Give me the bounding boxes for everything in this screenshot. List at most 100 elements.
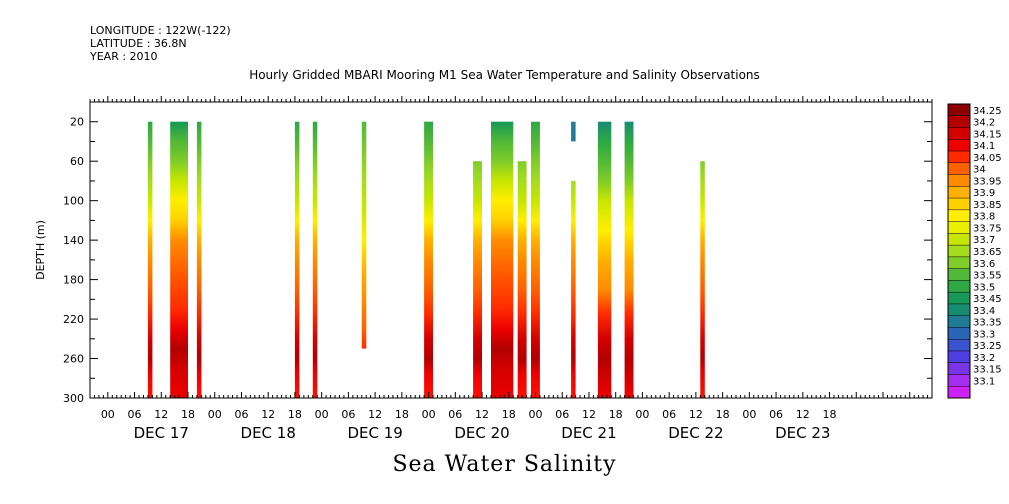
x-tick-label-21: 06 xyxy=(662,408,676,421)
x-tick-label-6: 12 xyxy=(261,408,275,421)
colorbar-swatch-18 xyxy=(948,315,970,328)
x-tick-label-12: 00 xyxy=(422,408,436,421)
colorbar-swatch-16 xyxy=(948,292,970,305)
data-column-1 xyxy=(170,121,188,398)
colorbar-swatch-15 xyxy=(948,280,970,293)
x-tick-label-15: 18 xyxy=(502,408,516,421)
colorbar-swatch-0 xyxy=(948,104,970,117)
colorbar-swatch-3 xyxy=(948,139,970,152)
colorbar-swatch-10 xyxy=(948,221,970,234)
colorbar-label-13: 33.6 xyxy=(973,259,995,270)
colorbar-label-5: 34 xyxy=(973,165,986,176)
colorbar-swatch-5 xyxy=(948,162,970,175)
x-tick-label-26: 12 xyxy=(796,408,810,421)
x-tick-label-25: 06 xyxy=(769,408,783,421)
year-label: YEAR : 2010 xyxy=(90,50,158,63)
colorbar-label-0: 34.25 xyxy=(973,106,1002,117)
colorbar-swatch-13 xyxy=(948,256,970,269)
colorbar-label-2: 34.15 xyxy=(973,129,1002,140)
colorbar-label-10: 33.75 xyxy=(973,224,1002,235)
x-day-label-0: DEC 17 xyxy=(134,424,189,442)
colorbar-swatch-22 xyxy=(948,362,970,375)
colorbar-swatch-23 xyxy=(948,374,970,387)
x-day-label-5: DEC 22 xyxy=(668,424,723,442)
x-tick-label-11: 18 xyxy=(395,408,409,421)
x-tick-label-2: 12 xyxy=(154,408,168,421)
colorbar-label-4: 34.05 xyxy=(973,153,1002,164)
colorbar-label-6: 33.95 xyxy=(973,176,1002,187)
colorbar-frame xyxy=(947,103,971,399)
colorbar-label-18: 33.35 xyxy=(973,318,1002,329)
latitude-label: LATITUDE : 36.8N xyxy=(90,37,187,50)
longitude-label: LONGITUDE : 122W(-122) xyxy=(90,24,231,37)
y-axis-label: DEPTH (m) xyxy=(34,220,47,280)
x-day-label-6: DEC 23 xyxy=(775,424,830,442)
y-tick-label-60: 60 xyxy=(70,155,84,168)
x-day-label-3: DEC 20 xyxy=(454,424,509,442)
colorbar-label-14: 33.55 xyxy=(973,271,1002,282)
colorbar-label-17: 33.4 xyxy=(973,306,995,317)
y-tick-label-220: 220 xyxy=(63,313,84,326)
colorbar-swatch-2 xyxy=(948,127,970,140)
y-tick-label-140: 140 xyxy=(63,234,84,247)
x-tick-label-10: 12 xyxy=(368,408,382,421)
x-tick-label-19: 18 xyxy=(609,408,623,421)
colorbar-swatch-7 xyxy=(948,186,970,199)
colorbar-swatch-4 xyxy=(948,151,970,164)
x-tick-label-24: 00 xyxy=(742,408,756,421)
colorbar-label-23: 33.1 xyxy=(973,376,995,387)
y-tick-label-180: 180 xyxy=(63,274,84,287)
data-column-8 xyxy=(491,121,514,398)
x-tick-label-7: 18 xyxy=(288,408,302,421)
x-tick-label-16: 00 xyxy=(529,408,543,421)
x-tick-label-17: 06 xyxy=(555,408,569,421)
x-tick-label-20: 00 xyxy=(635,408,649,421)
data-column-4 xyxy=(312,121,318,398)
colorbar-swatch-14 xyxy=(948,268,970,281)
colorbar-label-19: 33.3 xyxy=(973,329,995,340)
colorbar-label-1: 34.2 xyxy=(973,118,995,129)
x-day-label-1: DEC 18 xyxy=(241,424,296,442)
x-tick-label-18: 12 xyxy=(582,408,596,421)
colorbar-swatch-11 xyxy=(948,233,970,246)
colorbar-label-8: 33.85 xyxy=(973,200,1002,211)
plot-frame xyxy=(89,101,933,399)
data-column-9 xyxy=(517,161,527,398)
data-column-11 xyxy=(571,121,576,142)
data-column-15 xyxy=(700,161,705,398)
x-tick-label-13: 06 xyxy=(448,408,462,421)
data-column-14 xyxy=(624,121,634,398)
data-column-5 xyxy=(361,121,367,349)
y-tick-label-100: 100 xyxy=(63,195,84,208)
x-tick-label-0: 00 xyxy=(101,408,115,421)
x-tick-label-9: 06 xyxy=(341,408,355,421)
data-column-13 xyxy=(597,121,612,398)
data-column-7 xyxy=(473,161,482,398)
colorbar-label-9: 33.8 xyxy=(973,212,995,223)
x-tick-label-1: 06 xyxy=(128,408,142,421)
colorbar-label-12: 33.65 xyxy=(973,247,1002,258)
colorbar-swatch-20 xyxy=(948,339,970,352)
data-column-10 xyxy=(531,121,540,398)
colorbar-label-11: 33.7 xyxy=(973,235,995,246)
colorbar-swatch-1 xyxy=(948,115,970,128)
colorbar-swatch-9 xyxy=(948,209,970,222)
x-tick-label-5: 06 xyxy=(234,408,248,421)
x-tick-label-27: 18 xyxy=(823,408,837,421)
x-day-label-4: DEC 21 xyxy=(561,424,616,442)
x-tick-label-8: 00 xyxy=(315,408,329,421)
colorbar-swatch-21 xyxy=(948,350,970,364)
colorbar-swatch-24 xyxy=(948,386,970,399)
x-tick-label-14: 12 xyxy=(475,408,489,421)
colorbar-label-20: 33.25 xyxy=(973,341,1002,352)
chart-title: Hourly Gridded MBARI Mooring M1 Sea Wate… xyxy=(249,68,760,82)
colorbar-label-7: 33.9 xyxy=(973,188,995,199)
x-tick-label-4: 00 xyxy=(208,408,222,421)
data-column-3 xyxy=(294,121,300,398)
colorbar-swatch-17 xyxy=(948,303,970,316)
colorbar-swatch-19 xyxy=(948,327,970,340)
chart-bottom-title: Sea Water Salinity xyxy=(392,452,617,477)
colorbar-label-22: 33.15 xyxy=(973,365,1002,376)
x-tick-label-3: 18 xyxy=(181,408,195,421)
